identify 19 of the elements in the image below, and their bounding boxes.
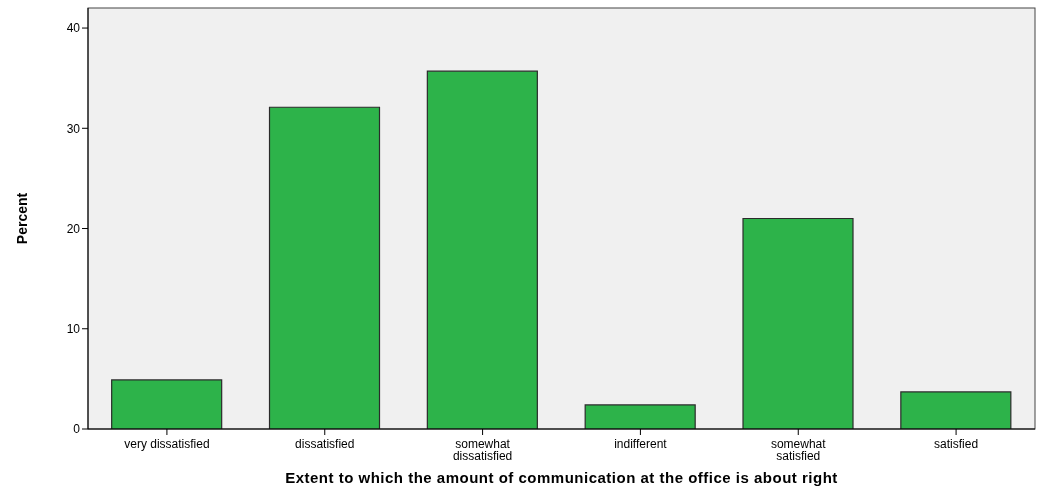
y-tick-label: 0 — [73, 422, 81, 437]
x-axis-title: Extent to which the amount of communication at the office is about right — [285, 469, 838, 486]
bar — [111, 379, 223, 429]
x-tick-label: indifferent — [614, 436, 668, 451]
y-tick-label: 20 — [66, 221, 81, 236]
x-tick-label: satisfied — [934, 436, 979, 451]
bar — [742, 217, 854, 429]
bar — [426, 70, 538, 429]
bar — [584, 404, 696, 429]
bar — [900, 391, 1012, 429]
y-tick-label: 30 — [66, 121, 81, 136]
x-tick-label: somewhat satisfied — [770, 436, 827, 463]
y-axis-title: Percent — [13, 192, 30, 245]
y-tick-label: 10 — [66, 322, 81, 337]
bar — [268, 106, 381, 429]
x-tick-label: somewhat dissatisfied — [452, 436, 513, 463]
x-tick-label: very dissatisfied — [124, 436, 210, 451]
x-tick-label: dissatisfied — [295, 436, 355, 451]
y-tick-label: 40 — [66, 21, 81, 36]
